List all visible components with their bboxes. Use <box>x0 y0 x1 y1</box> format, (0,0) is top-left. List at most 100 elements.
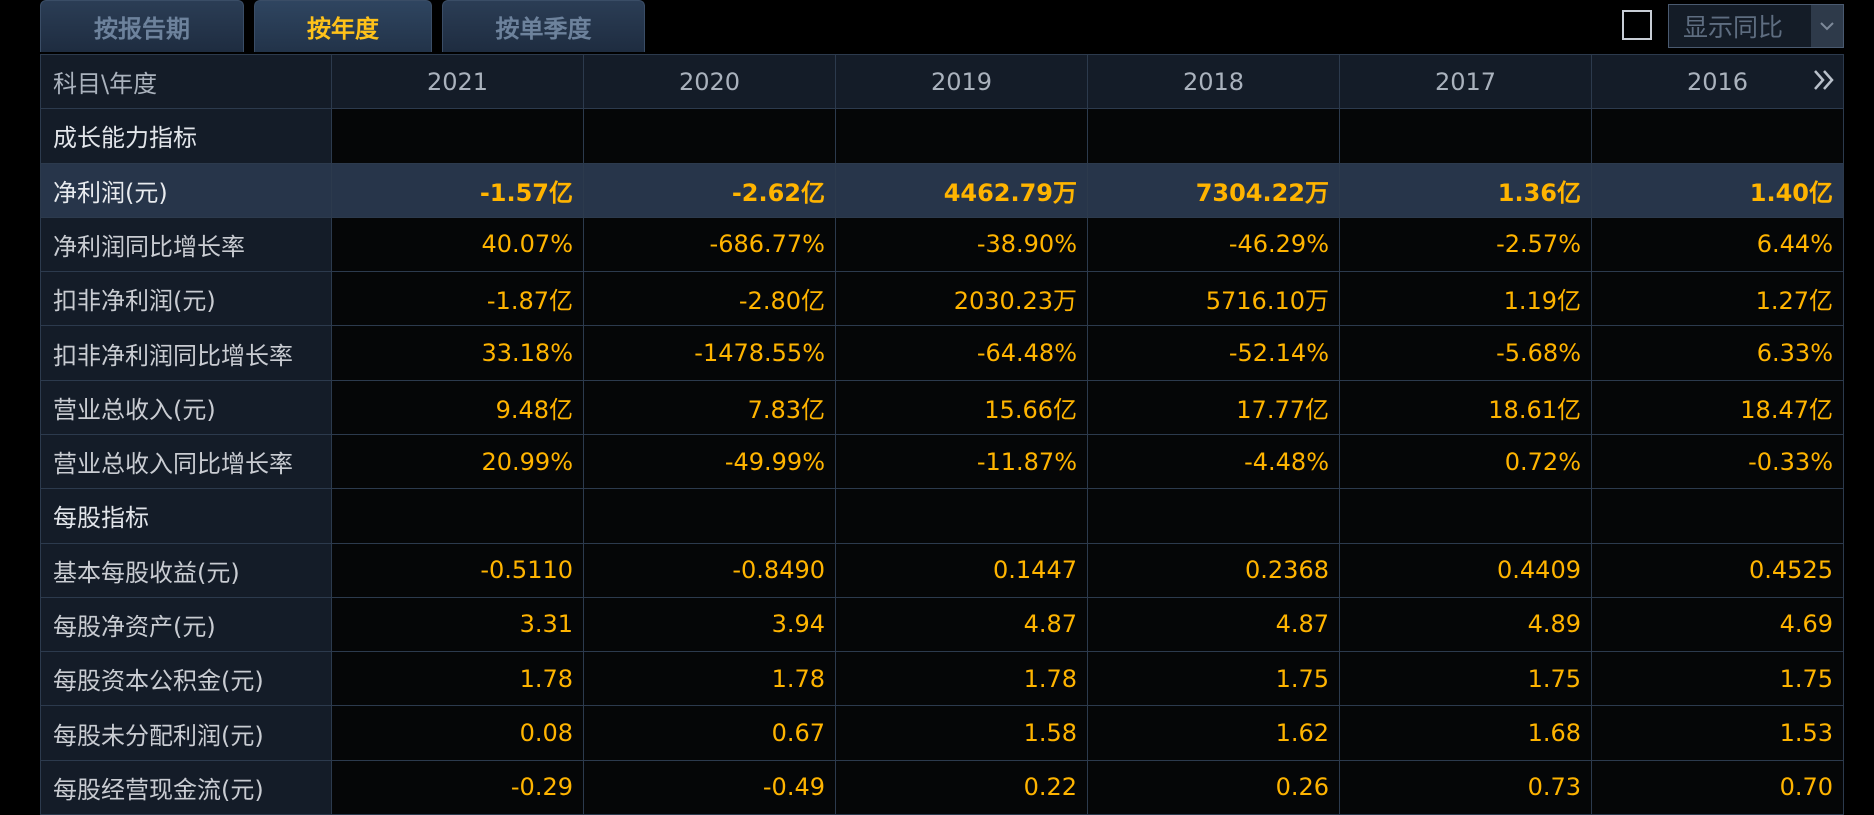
table-cell: 6.44% <box>1591 216 1844 273</box>
table-cell: 0.70 <box>1591 759 1844 815</box>
table-cell <box>331 108 584 164</box>
table-cell: 1.78 <box>583 651 836 707</box>
table-cell: 0.26 <box>1087 759 1340 815</box>
double-chevron-right-icon[interactable] <box>1811 67 1837 93</box>
period-tab-bar: 按报告期 按年度 按单季度 <box>40 0 645 54</box>
table-cell: -686.77% <box>583 216 836 273</box>
header-year: 2017 <box>1339 53 1592 110</box>
table-cell: 1.36亿 <box>1339 162 1592 218</box>
table-row: 营业总收入(元) 9.48亿 7.83亿 15.66亿 17.77亿 18.61亿 18.4… <box>40 379 1844 435</box>
table-header-row: 科目\年度 2021 2020 2019 2018 2017 2016 <box>40 53 1844 110</box>
table-cell <box>1591 108 1844 164</box>
table-cell: 3.94 <box>583 596 836 653</box>
table-cell: 17.77亿 <box>1087 379 1340 435</box>
table-cell <box>1339 108 1592 164</box>
table-cell: 5716.10万 <box>1087 271 1340 327</box>
table-cell: 1.62 <box>1087 705 1340 761</box>
table-cell: 4.69 <box>1591 596 1844 653</box>
table-cell <box>583 108 836 164</box>
table-section-row: 成长能力指标 <box>40 108 1844 164</box>
table-cell: 0.2368 <box>1087 542 1340 598</box>
row-label: 扣非净利润同比增长率 <box>40 325 332 381</box>
table-row: 净利润同比增长率 40.07% -686.77% -38.90% -46.29% -2.5… <box>40 216 1844 273</box>
table-row: 扣非净利润(元) -1.87亿 -2.80亿 2030.23万 5716.10万 1.19… <box>40 271 1844 327</box>
table-cell <box>583 488 836 544</box>
table-row: 基本每股收益(元) -0.5110 -0.8490 0.1447 0.2368 0.440… <box>40 542 1844 598</box>
table-cell: -38.90% <box>835 216 1088 273</box>
table-cell: -1478.55% <box>583 325 836 381</box>
table-cell <box>1087 108 1340 164</box>
row-label: 基本每股收益(元) <box>40 542 332 598</box>
row-label: 每股净资产(元) <box>40 596 332 653</box>
table-cell: 4.87 <box>1087 596 1340 653</box>
table-cell <box>835 488 1088 544</box>
row-label: 每股未分配利润(元) <box>40 705 332 761</box>
table-cell: 40.07% <box>331 216 584 273</box>
table-cell: 1.53 <box>1591 705 1844 761</box>
table-cell <box>1087 488 1340 544</box>
table-cell: 1.75 <box>1087 651 1340 707</box>
table-cell: 1.75 <box>1339 651 1592 707</box>
financial-indicator-table: 科目\年度 2021 2020 2019 2018 2017 2016 成长能力… <box>40 53 1844 815</box>
table-cell: 9.48亿 <box>331 379 584 435</box>
row-label: 每股资本公积金(元) <box>40 651 332 707</box>
table-cell: -2.80亿 <box>583 271 836 327</box>
tab-by-report-period[interactable]: 按报告期 <box>40 0 244 52</box>
table-cell: 33.18% <box>331 325 584 381</box>
row-label: 净利润同比增长率 <box>40 216 332 273</box>
table-cell <box>1591 488 1844 544</box>
table-cell: 0.08 <box>331 705 584 761</box>
table-cell: 1.68 <box>1339 705 1592 761</box>
tab-by-single-quarter[interactable]: 按单季度 <box>442 0 645 52</box>
table-row: 扣非净利润同比增长率 33.18% -1478.55% -64.48% -52.14% -… <box>40 325 1844 381</box>
table-cell: 0.67 <box>583 705 836 761</box>
table-cell: 1.58 <box>835 705 1088 761</box>
table-cell: -2.57% <box>1339 216 1592 273</box>
table-cell: 1.27亿 <box>1591 271 1844 327</box>
section-title: 成长能力指标 <box>40 108 332 164</box>
header-year: 2016 <box>1686 67 1749 96</box>
tab-by-year[interactable]: 按年度 <box>254 0 432 52</box>
table-cell: 1.40亿 <box>1591 162 1844 218</box>
table-cell: 1.75 <box>1591 651 1844 707</box>
table-cell: 1.78 <box>835 651 1088 707</box>
table-cell: -0.5110 <box>331 542 584 598</box>
table-cell: 7304.22万 <box>1087 162 1340 218</box>
table-section-row: 每股指标 <box>40 488 1844 544</box>
table-row: 每股经营现金流(元) -0.29 -0.49 0.22 0.26 0.73 0.70 <box>40 759 1844 815</box>
table-cell: 1.78 <box>331 651 584 707</box>
table-cell: 18.61亿 <box>1339 379 1592 435</box>
row-label: 每股经营现金流(元) <box>40 759 332 815</box>
table-row: 每股净资产(元) 3.31 3.94 4.87 4.87 4.89 4.69 <box>40 596 1844 653</box>
show-yoy-checkbox[interactable] <box>1622 10 1652 40</box>
table-cell: 0.73 <box>1339 759 1592 815</box>
table-cell <box>1339 488 1592 544</box>
table-cell: 15.66亿 <box>835 379 1088 435</box>
header-year: 2021 <box>331 53 584 110</box>
table-cell: -2.62亿 <box>583 162 836 218</box>
section-title: 每股指标 <box>40 488 332 544</box>
table-cell: -52.14% <box>1087 325 1340 381</box>
table-cell <box>835 108 1088 164</box>
table-row: 每股未分配利润(元) 0.08 0.67 1.58 1.62 1.68 1.53 <box>40 705 1844 761</box>
table-cell: -0.29 <box>331 759 584 815</box>
show-yoy-label: 显示同比 <box>1683 13 1784 42</box>
table-cell: 4.87 <box>835 596 1088 653</box>
row-label: 营业总收入同比增长率 <box>40 433 332 490</box>
table-cell: -46.29% <box>1087 216 1340 273</box>
chevron-down-icon[interactable] <box>1811 5 1843 47</box>
table-cell: 4.89 <box>1339 596 1592 653</box>
table-cell: 0.4409 <box>1339 542 1592 598</box>
table-cell: -0.8490 <box>583 542 836 598</box>
table-cell: -1.57亿 <box>331 162 584 218</box>
row-label: 扣非净利润(元) <box>40 271 332 327</box>
show-yoy-dropdown[interactable]: 显示同比 <box>1668 4 1844 48</box>
table-cell: -1.87亿 <box>331 271 584 327</box>
table-cell: -49.99% <box>583 433 836 490</box>
header-year: 2019 <box>835 53 1088 110</box>
header-year: 2020 <box>583 53 836 110</box>
row-label: 营业总收入(元) <box>40 379 332 435</box>
table-cell: 6.33% <box>1591 325 1844 381</box>
table-cell: 3.31 <box>331 596 584 653</box>
